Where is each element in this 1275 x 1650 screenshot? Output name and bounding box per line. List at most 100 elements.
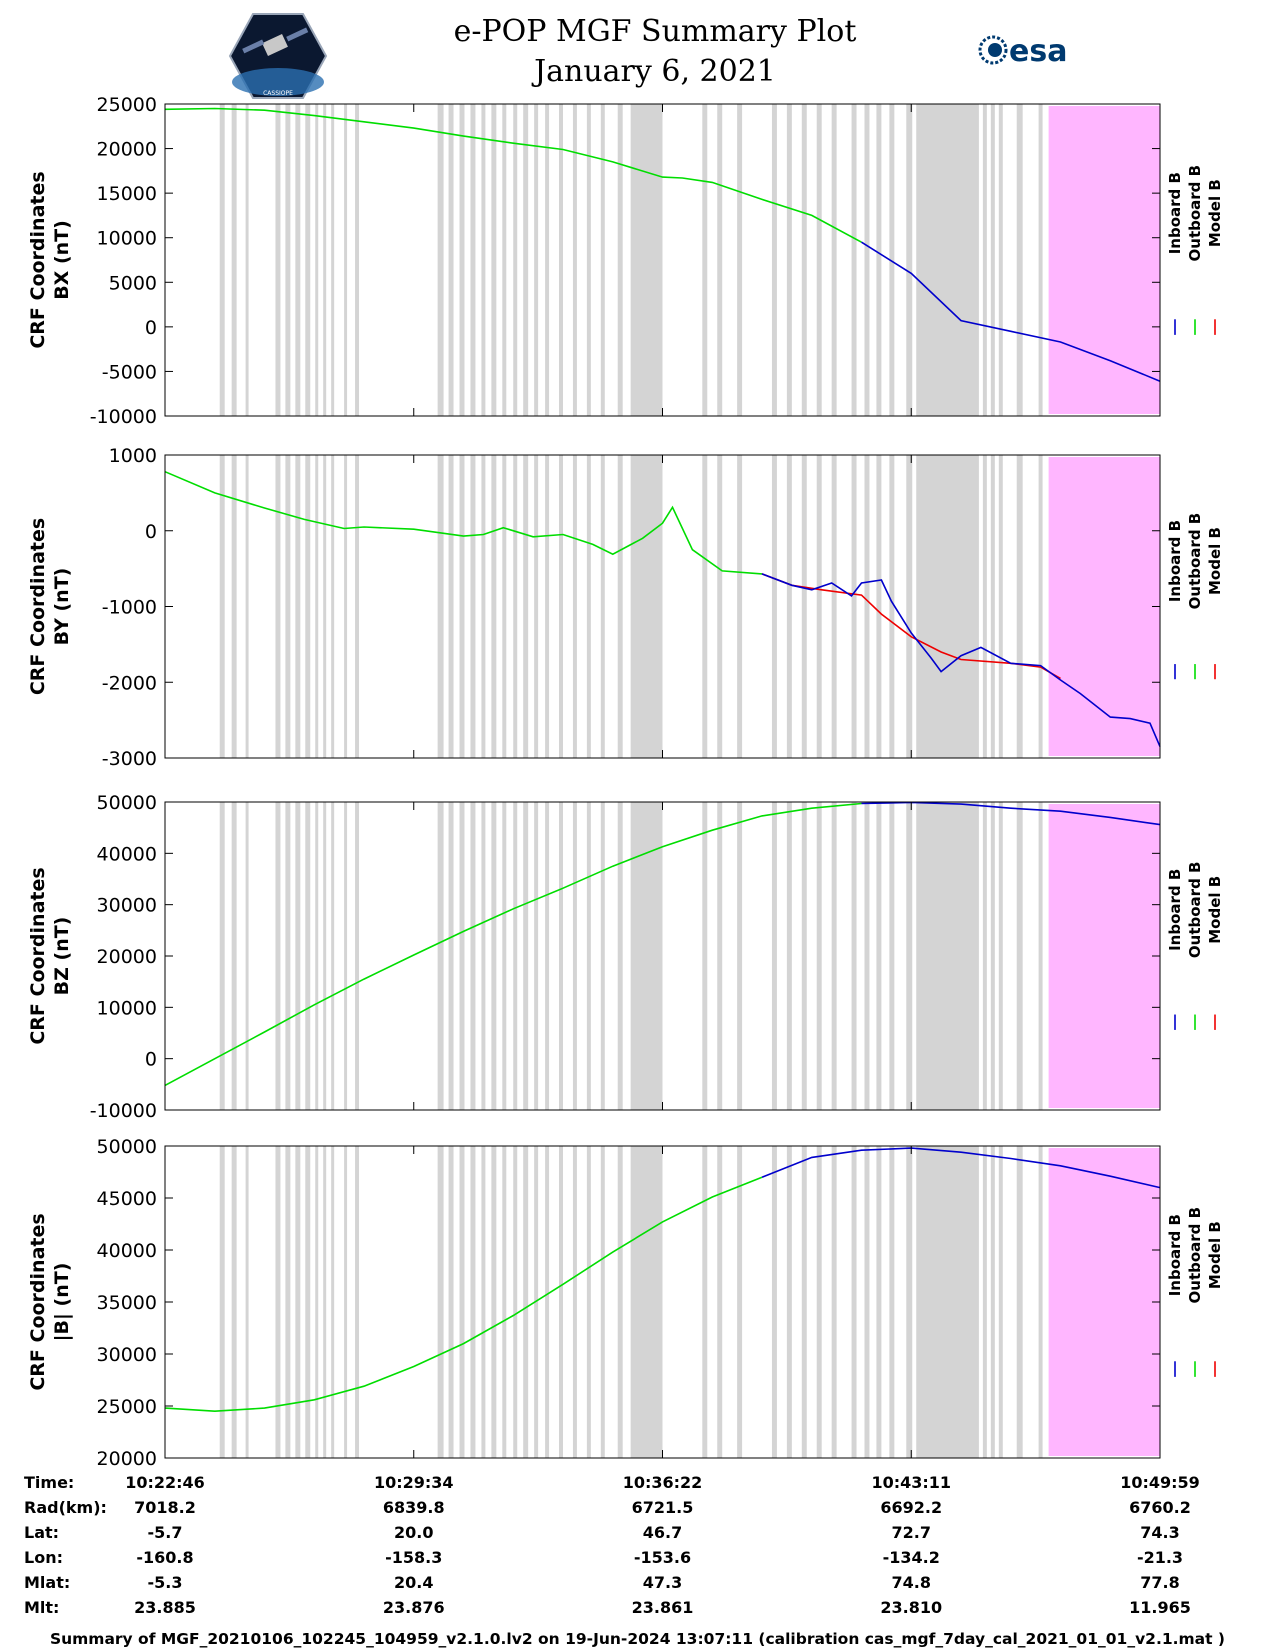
y-axis-label-line1: CRF Coordinates [27,518,49,695]
data-gap-band [1038,1146,1043,1458]
data-gap-band [889,104,895,416]
data-gap-band [245,455,249,758]
data-gap-band [219,455,225,758]
data-gap-band [1016,1146,1023,1458]
data-gap-band [331,802,335,1110]
data-gap-band [355,104,360,416]
data-gap-band [889,1146,895,1458]
y-tick-label: 10000 [97,228,157,250]
data-gap-band [916,802,979,1110]
orbit-cell: 10:22:46 [125,1473,205,1492]
data-gap-band [481,1146,486,1458]
orbit-cell: 7018.2 [134,1498,196,1517]
data-gap-band [275,455,281,758]
y-tick-label: 5000 [109,272,157,294]
orbit-cell: 6692.2 [880,1498,942,1517]
data-gap-band [545,802,550,1110]
data-gap-band [559,104,563,416]
data-gap-band [481,802,486,1110]
data-gap-band [702,104,708,416]
orbit-row-label: Mlt: [24,1598,59,1617]
orbit-cell: 47.3 [643,1573,682,1592]
data-gap-band [285,104,291,416]
data-gap-band [513,802,518,1110]
data-gap-band [737,802,743,1110]
shaded-region [1048,457,1160,756]
legend-label: Model B [1206,876,1224,944]
data-gap-band [559,455,563,758]
y-tick-label: 0 [145,317,157,339]
data-gap-band [990,455,995,758]
series-line-outboard-b [164,1176,763,1413]
y-tick-label: -10000 [90,1100,157,1122]
data-gap-band [545,455,550,758]
data-gap-band [315,455,319,758]
data-gap-band [717,802,723,1110]
series-line-outboard-b [164,802,862,1087]
orbit-cell: 20.0 [394,1523,433,1542]
data-gap-band [219,1146,225,1458]
orbit-cell: 23.810 [880,1598,942,1617]
y-tick-label: 1000 [109,445,157,467]
data-gap-band [559,802,563,1110]
orbit-cell: 11.965 [1129,1598,1191,1617]
data-gap-band [998,1146,1003,1458]
data-gap-band [459,104,465,416]
orbit-row-label: Mlat: [24,1573,70,1592]
data-gap-band [998,455,1003,758]
data-gap-band [305,802,311,1110]
data-gap-band [523,802,529,1110]
data-gap-band [737,455,743,758]
y-axis-label-line1: CRF Coordinates [27,867,49,1044]
data-gap-band [717,1146,723,1458]
data-gap-band [275,104,281,416]
series-line-outboard-b [164,470,763,575]
data-gap-band [889,802,895,1110]
data-gap-band [231,802,237,1110]
orbit-cell: 10:43:11 [871,1473,951,1492]
data-gap-band [990,802,995,1110]
data-gap-band [513,455,518,758]
chart-panel-4: 50000 45000 40000 35000 30000 25000 20000 CRF C… [27,1136,1224,1470]
data-gap-band [572,104,577,416]
y-tick-label: 50000 [97,1136,157,1158]
y-tick-label: -1000 [102,597,157,619]
data-gap-band [617,802,623,1110]
data-gap-band [344,455,348,758]
orbit-cell: -5.7 [148,1523,183,1542]
data-gap-band [545,104,550,416]
data-gap-band [275,1146,281,1458]
data-gap-band [534,802,539,1110]
y-tick-label: 40000 [97,1240,157,1262]
data-gap-band [459,1146,465,1458]
data-gap-band [502,104,507,416]
data-gap-band [513,104,518,416]
data-gap-band [851,802,857,1110]
data-gap-band [1016,455,1023,758]
data-gap-band [1016,104,1023,416]
data-gap-band [534,104,539,416]
orbit-cell: 6760.2 [1129,1498,1191,1517]
data-gap-band [219,104,225,416]
data-gap-band [982,104,987,416]
epop-mission-logo: CASSIOPE [228,13,328,99]
data-gap-band [448,1146,454,1458]
data-gap-band [437,455,444,758]
y-tick-label: -3000 [102,748,157,770]
orbit-cell: 23.861 [632,1598,694,1617]
data-gap-band [771,455,777,758]
legend-label: Model B [1206,179,1224,247]
y-tick-label: 0 [145,1049,157,1071]
data-gap-band [275,802,281,1110]
data-gap-band [816,802,822,1110]
data-gap-band [851,455,857,758]
y-axis-label-line2: BX (nT) [51,220,73,300]
data-gap-band [355,1146,360,1458]
data-gap-band [437,1146,444,1458]
orbit-cell: 6839.8 [383,1498,445,1517]
data-gap-band [801,104,807,416]
y-axis-label-line2: BZ (nT) [51,917,73,996]
data-gap-band [315,104,319,416]
orbit-cell: 23.876 [383,1598,445,1617]
data-gap-band [355,455,360,758]
